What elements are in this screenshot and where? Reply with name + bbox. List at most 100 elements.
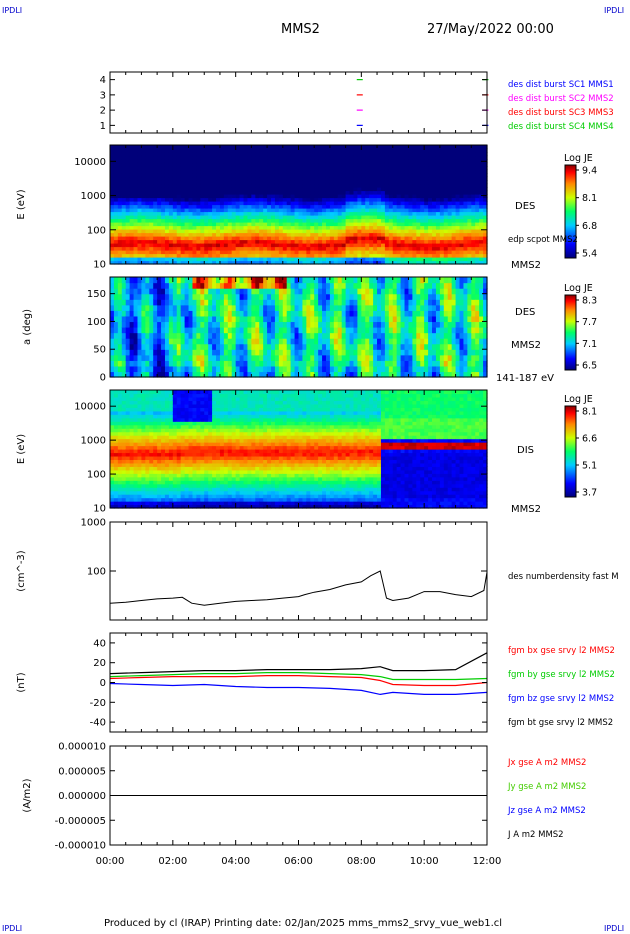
des-pitch-cell — [365, 293, 370, 300]
des-pitch-cell — [349, 354, 355, 361]
des-pitch-cell — [192, 293, 197, 300]
des-pitch-cell — [357, 360, 362, 367]
des-pitch-cell — [153, 338, 158, 345]
des-energy-cell — [373, 236, 378, 241]
des-energy-cell — [219, 197, 225, 202]
des-energy-cell — [196, 250, 201, 255]
des-pitch-cell — [259, 315, 264, 323]
des-energy-cell — [204, 232, 209, 237]
des-energy-cell — [149, 176, 154, 181]
des-pitch-cell — [290, 349, 296, 356]
des-energy-cell — [357, 162, 362, 167]
des-energy-cell — [479, 222, 484, 227]
des-pitch-cell — [168, 315, 174, 323]
des-energy-cell — [129, 215, 135, 220]
des-energy-cell — [243, 208, 249, 213]
des-pitch-cell — [298, 288, 304, 295]
des-energy-cell — [271, 246, 276, 251]
des-energy-cell — [329, 253, 335, 258]
des-energy-cell — [384, 215, 390, 220]
des-energy-cell — [180, 166, 186, 171]
des-pitch-cell — [216, 293, 221, 300]
des-energy-cell — [176, 211, 182, 216]
des-pitch-cell — [408, 371, 413, 378]
des-energy-cell — [113, 159, 119, 164]
des-energy-cell — [251, 162, 256, 167]
des-energy-cell — [298, 166, 304, 171]
des-energy-cell — [133, 183, 139, 188]
des-pitch-cell — [137, 343, 143, 350]
des-energy-cell — [325, 187, 331, 192]
des-energy-cell — [412, 145, 417, 150]
des-pitch-cell — [121, 277, 127, 284]
des-energy-cell — [161, 190, 166, 195]
des-energy-cell — [294, 232, 300, 237]
des-energy-cell — [121, 250, 127, 255]
des-pitch-cell — [396, 277, 402, 284]
des-energy-cell — [322, 155, 327, 160]
des-energy-cell — [274, 187, 280, 192]
des-energy-cell — [219, 155, 225, 160]
des-energy-cell — [388, 173, 394, 178]
des-energy-cell — [439, 218, 445, 223]
des-energy-cell — [113, 173, 119, 178]
des-energy-cell — [424, 225, 429, 230]
des-pitch-cell — [200, 349, 205, 356]
des-pitch-cell — [137, 277, 143, 284]
des-pitch-cell — [373, 277, 378, 284]
des-pitch-cell — [416, 299, 421, 306]
des-pitch-cell — [290, 360, 296, 367]
des-pitch-cell — [274, 282, 280, 289]
des-energy-cell — [176, 187, 182, 192]
des-energy-cell — [341, 236, 347, 241]
des-energy-cell — [298, 155, 304, 160]
des-energy-cell — [164, 187, 170, 192]
des-energy-cell — [141, 239, 146, 244]
des-energy-cell — [141, 155, 146, 160]
des-energy-cell — [428, 222, 433, 227]
des-energy-cell — [357, 246, 362, 251]
des-pitch-cell — [475, 321, 480, 328]
des-pitch-cell — [153, 349, 158, 356]
des-energy-cell — [353, 257, 359, 262]
des-energy-cell — [259, 211, 264, 216]
des-energy-cell — [428, 232, 433, 237]
des-pitch-cell — [219, 293, 225, 300]
des-energy-cell — [255, 145, 260, 150]
des-pitch-cell — [435, 327, 441, 334]
des-pitch-cell — [168, 327, 174, 334]
des-energy-cell — [121, 201, 127, 206]
des-energy-cell — [396, 204, 402, 209]
des-energy-cell — [243, 253, 249, 258]
des-pitch-cell — [384, 288, 390, 295]
des-pitch-cell — [447, 277, 453, 284]
des-energy-cell — [361, 225, 366, 230]
des-energy-cell — [345, 194, 351, 199]
des-pitch-cell — [384, 282, 390, 289]
des-pitch-cell — [149, 304, 154, 311]
des-pitch-cell — [404, 349, 410, 356]
des-energy-cell — [161, 222, 166, 227]
des-energy-cell — [113, 183, 119, 188]
des-energy-cell — [380, 194, 386, 199]
des-pitch-cell — [369, 288, 374, 295]
des-energy-cell — [247, 169, 252, 174]
des-energy-cell — [110, 253, 115, 258]
des-pitch-cell — [290, 327, 296, 334]
des-energy-cell — [204, 152, 209, 157]
des-pitch-cell — [172, 371, 178, 378]
des-pitch-cell — [471, 360, 476, 367]
des-pitch-cell — [475, 365, 480, 373]
des-pitch-cell — [208, 321, 213, 328]
des-pitch-cell — [306, 293, 311, 300]
des-pitch-cell — [164, 349, 170, 356]
des-pitch-cell — [196, 293, 201, 300]
des-pitch-cell — [200, 277, 205, 284]
des-pitch-cell — [400, 293, 406, 300]
des-energy-cell — [172, 260, 178, 265]
des-pitch-cell — [384, 299, 390, 306]
des-pitch-cell — [467, 310, 472, 317]
des-energy-cell — [274, 215, 280, 220]
des-pitch-cell — [247, 327, 252, 334]
des-energy-cell — [396, 169, 402, 174]
